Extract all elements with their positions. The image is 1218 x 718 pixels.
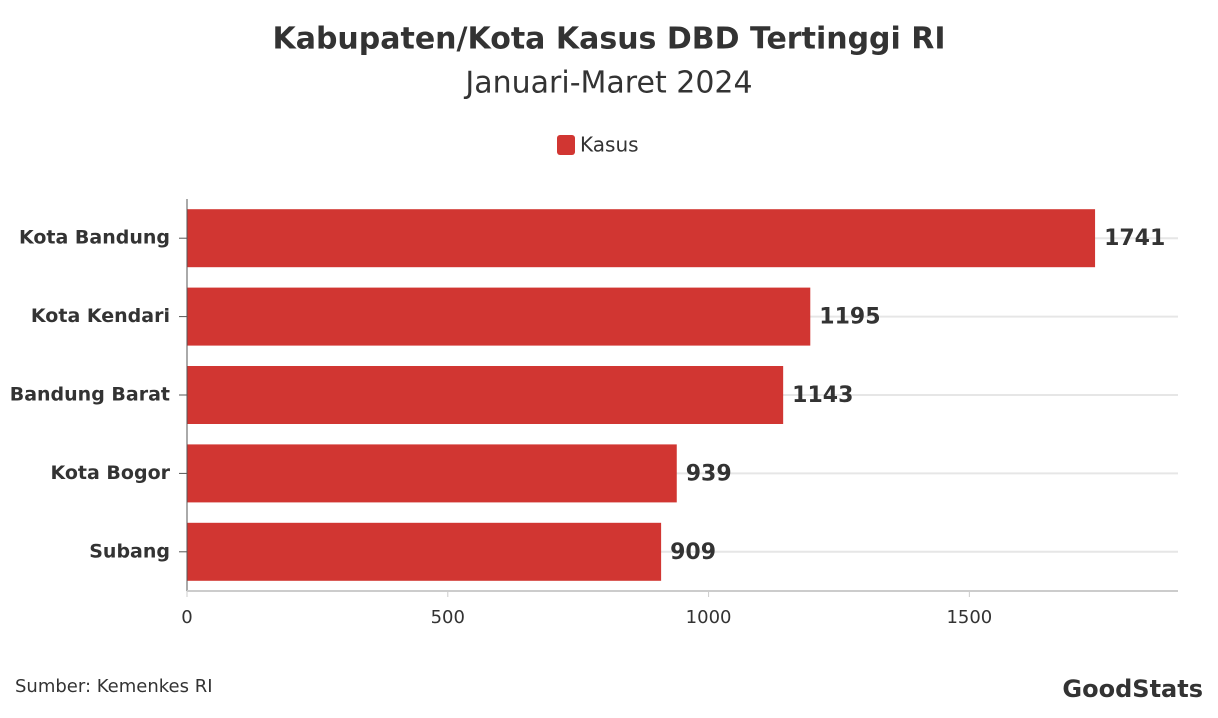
logo: GoodStats (1062, 675, 1203, 703)
chart-subtitle: Januari-Maret 2024 (463, 66, 752, 101)
y-tick-label: Kota Bandung (19, 227, 170, 249)
y-tick-label: Bandung Barat (10, 384, 170, 406)
x-tick-label: 500 (431, 607, 465, 628)
bar (187, 522, 662, 581)
x-tick-label: 0 (181, 607, 192, 628)
value-label: 1143 (792, 383, 853, 408)
value-label: 909 (670, 540, 716, 565)
y-tick-label: Kota Bogor (50, 462, 170, 484)
x-tick-label: 1000 (686, 607, 732, 628)
source: Sumber: Kemenkes RI (15, 676, 213, 697)
bar (187, 209, 1096, 268)
legend-label: Kasus (580, 133, 639, 157)
y-tick-label: Kota Kendari (31, 305, 170, 327)
bar (187, 287, 811, 346)
x-tick-label: 1500 (946, 607, 992, 628)
bar (187, 444, 677, 503)
value-label: 1195 (819, 305, 880, 330)
value-label: 939 (686, 461, 732, 486)
legend-swatch (557, 135, 575, 155)
chart-title: Kabupaten/Kota Kasus DBD Tertinggi RI (272, 22, 945, 57)
bar (187, 366, 784, 424)
y-tick-label: Subang (89, 540, 170, 562)
value-label: 1741 (1104, 226, 1165, 251)
